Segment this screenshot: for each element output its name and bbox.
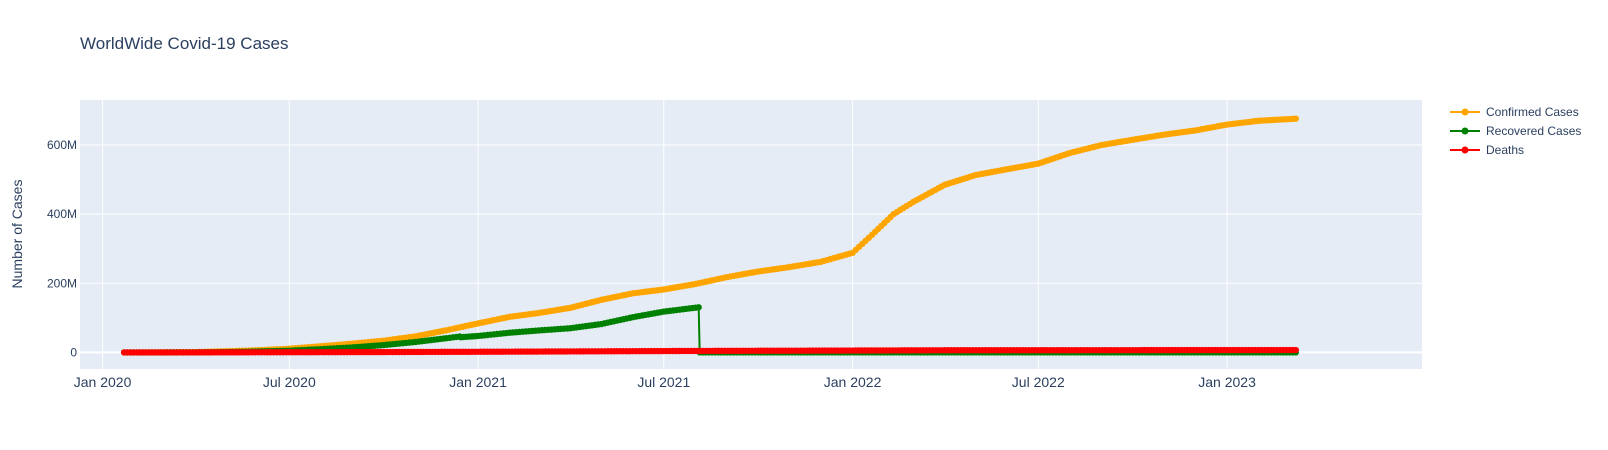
legend-item[interactable]: Confirmed Cases [1450, 105, 1579, 119]
x-tick-label: Jul 2021 [637, 374, 690, 390]
y-tick-label: 600M [47, 138, 77, 152]
legend-item[interactable]: Deaths [1450, 143, 1524, 157]
y-tick-label: 200M [47, 276, 77, 290]
x-tick-label: Jan 2020 [74, 374, 132, 390]
y-tick-label: 400M [47, 207, 77, 221]
legend-label: Recovered Cases [1486, 124, 1581, 138]
legend-swatch-marker [1461, 108, 1469, 116]
legend-item[interactable]: Recovered Cases [1450, 124, 1581, 138]
series-markers [120, 346, 1300, 356]
series-layer [120, 115, 1300, 356]
legend-swatch-marker [1461, 146, 1469, 154]
legend[interactable]: Confirmed Cases Recovered Cases Deaths [1450, 105, 1581, 157]
plot-area [80, 100, 1422, 369]
legend-swatch-marker [1461, 127, 1469, 135]
legend-label: Confirmed Cases [1486, 105, 1579, 119]
x-tick-label: Jan 2021 [449, 374, 507, 390]
x-tick-label: Jul 2022 [1012, 374, 1065, 390]
y-axis-label: Number of Cases [9, 180, 25, 289]
chart-title: WorldWide Covid-19 Cases [80, 34, 288, 53]
x-tick-label: Jan 2023 [1198, 374, 1256, 390]
x-tick-label: Jan 2022 [824, 374, 882, 390]
x-tick-label: Jul 2020 [263, 374, 316, 390]
y-tick-label: 0 [70, 345, 77, 359]
legend-label: Deaths [1486, 143, 1524, 157]
data-point [1292, 346, 1300, 354]
tick-layer: 0 200M 400M 600M Jan 2020 Jul 2020 Jan 2021 Jul… [47, 138, 1256, 390]
data-point [1292, 115, 1300, 122]
series-deaths [120, 346, 1300, 356]
data-point [695, 304, 702, 311]
